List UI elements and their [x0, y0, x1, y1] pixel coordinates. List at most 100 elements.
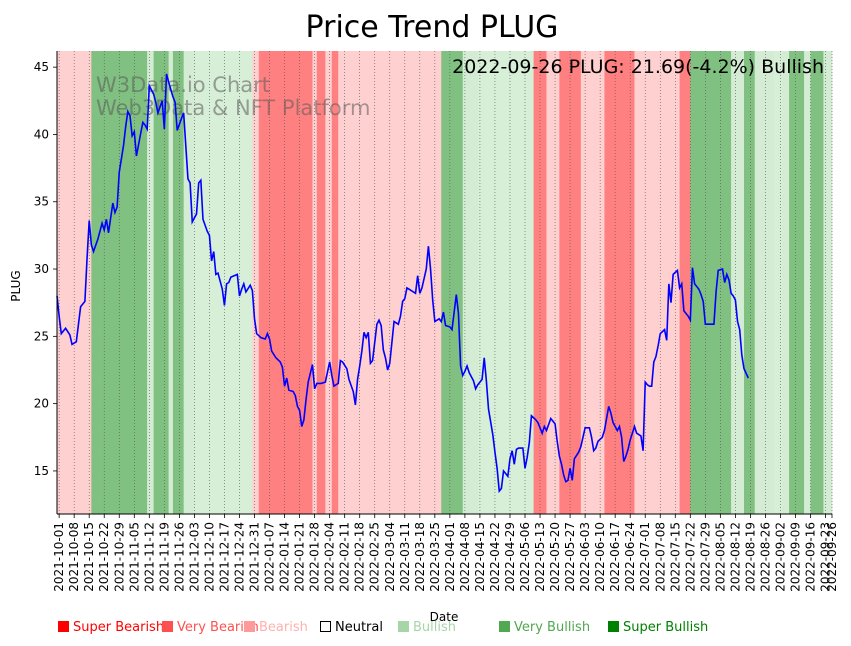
trend-band-22: [604, 51, 635, 514]
x-tick-label-38: 2022-06-24: [623, 522, 637, 592]
x-tick-label-33: 2022-05-20: [548, 522, 562, 592]
trend-band-13: [331, 51, 339, 514]
x-tick-label-12: 2021-12-24: [232, 522, 246, 592]
trend-band-27: [743, 51, 756, 514]
trend-band-32: [804, 51, 811, 514]
axes: 2021-10-01 2021-10-08 2021-10-15 2021-10-22…: [34, 51, 839, 592]
legend-swatch: [499, 621, 510, 632]
trend-band-26: [731, 51, 745, 514]
legend-swatch: [320, 621, 331, 632]
trend-band-11: [316, 51, 326, 514]
y-tick-label-6: 45: [34, 60, 49, 74]
x-tick-label-36: 2022-06-10: [593, 522, 607, 592]
x-tick-label-29: 2022-04-22: [488, 522, 502, 592]
x-tick-label-18: 2022-02-04: [323, 522, 337, 592]
chart-title: Price Trend PLUG: [306, 10, 559, 45]
x-tick-label-9: 2021-12-03: [187, 522, 201, 592]
x-tick-label-17: 2022-01-28: [308, 522, 322, 592]
trend-band-15: [441, 51, 464, 514]
trend-band-6: [183, 51, 195, 514]
x-tick-label-25: 2022-03-25: [428, 522, 442, 592]
x-tick-label-49: 2022-09-09: [789, 522, 803, 592]
x-tick-label-6: 2021-11-12: [142, 522, 156, 592]
legend-label: Very Bullish: [514, 620, 591, 635]
trend-band-24: [679, 51, 691, 514]
x-tick-label-45: 2022-08-12: [728, 522, 742, 592]
trend-band-2: [147, 51, 154, 514]
x-tick-label-41: 2022-07-15: [668, 522, 682, 592]
x-tick-label-16: 2022-01-21: [293, 522, 307, 592]
x-tick-label-20: 2022-02-18: [353, 522, 367, 592]
trend-band-8: [252, 51, 260, 514]
y-tick-label-2: 25: [34, 329, 49, 343]
x-tick-label-13: 2021-12-31: [248, 522, 262, 592]
x-tick-label-15: 2022-01-14: [278, 522, 292, 592]
legend-swatch: [608, 621, 619, 632]
y-tick-label-0: 15: [34, 464, 49, 478]
price-annotation: 2022-09-26 PLUG: 21.69(-4.2%) Bullish: [452, 56, 824, 78]
legend-swatch: [58, 621, 69, 632]
trend-band-28: [754, 51, 775, 514]
x-tick-label-21: 2022-02-25: [368, 522, 382, 592]
x-tick-label-2: 2021-10-15: [82, 522, 96, 592]
trend-band-29: [774, 51, 783, 514]
y-tick-label-3: 30: [34, 262, 49, 276]
x-tick-label-51: 2022-09-23: [819, 522, 833, 592]
x-axis-label: Date: [430, 610, 459, 624]
x-tick-label-37: 2022-06-17: [608, 522, 622, 592]
x-tick-label-26: 2022-04-01: [443, 522, 457, 592]
x-tick-label-31: 2022-05-06: [518, 522, 532, 592]
x-tick-label-40: 2022-07-08: [653, 522, 667, 592]
legend-item-super-bullish: Super Bullish: [608, 620, 708, 635]
trend-band-19: [546, 51, 560, 514]
y-axis-label: PLUG: [9, 270, 23, 301]
legend-item-neutral: Neutral: [320, 620, 383, 635]
x-tick-label-4: 2021-10-29: [112, 522, 126, 592]
x-tick-label-10: 2021-12-10: [202, 522, 216, 592]
legend-item-bearish: Bearish: [244, 620, 308, 635]
x-tick-label-52: 2022-09-26: [825, 522, 839, 592]
trend-band-33: [810, 51, 824, 514]
legend-swatch: [162, 621, 173, 632]
x-tick-label-8: 2021-11-26: [172, 522, 186, 592]
x-tick-label-27: 2022-04-08: [458, 522, 472, 592]
watermark: W3Data.io Chart Web3Data & NFT Platform: [96, 73, 371, 120]
price-line: [56, 73, 749, 494]
x-tick-label-46: 2022-08-19: [743, 522, 757, 592]
x-tick-label-7: 2021-11-19: [157, 522, 171, 592]
watermark-line-1: W3Data.io Chart: [96, 73, 270, 97]
x-tick-label-5: 2021-11-05: [127, 522, 141, 592]
legend-swatch: [244, 621, 255, 632]
legend-swatch: [398, 621, 409, 632]
x-tick-label-50: 2022-09-16: [804, 522, 818, 592]
x-tick-label-0: 2021-10-01: [52, 522, 66, 592]
x-tick-label-11: 2021-12-17: [217, 522, 231, 592]
legend-item-bullish: Bullish: [398, 620, 456, 635]
x-tick-label-24: 2022-03-18: [413, 522, 427, 592]
x-tick-label-1: 2021-10-08: [67, 522, 81, 592]
trend-band-5: [172, 51, 184, 514]
trend-band-9: [258, 51, 313, 514]
y-tick-label-4: 35: [34, 195, 49, 209]
x-tick-label-39: 2022-07-01: [638, 522, 652, 592]
trend-band-3: [153, 51, 169, 514]
x-tick-label-28: 2022-04-15: [473, 522, 487, 592]
trend-band-16: [462, 51, 479, 514]
trend-band-17: [477, 51, 534, 514]
x-tick-label-48: 2022-09-02: [773, 522, 787, 592]
x-tick-label-34: 2022-05-27: [563, 522, 577, 592]
x-tick-label-19: 2022-02-11: [338, 522, 352, 592]
x-tick-label-14: 2022-01-07: [263, 522, 277, 592]
trend-band-21: [580, 51, 605, 514]
trend-band-4: [168, 51, 174, 514]
legend-item-super-bearish: Super Bearish: [58, 620, 164, 635]
vertical-gridlines: [58, 51, 833, 514]
y-tick-label-1: 20: [34, 397, 49, 411]
legend-label: Bullish: [413, 620, 457, 635]
x-tick-label-43: 2022-07-29: [698, 522, 712, 592]
legend-label: Very Bearish: [177, 620, 259, 635]
x-tick-label-32: 2022-05-13: [533, 522, 547, 592]
x-tick-label-47: 2022-08-26: [758, 522, 772, 592]
trend-band-34: [823, 51, 833, 514]
